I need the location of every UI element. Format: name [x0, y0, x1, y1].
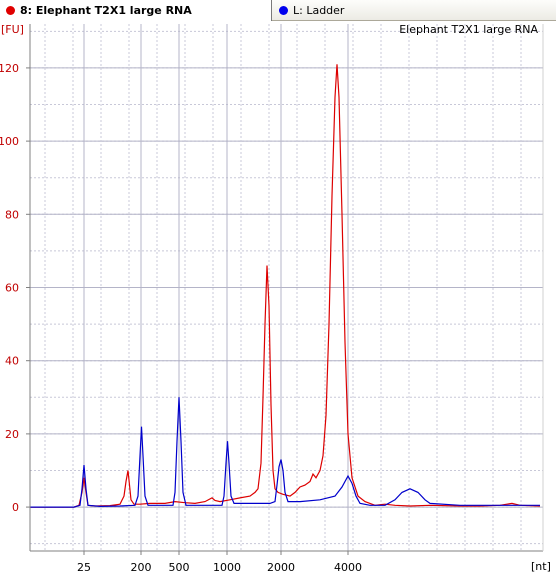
x-tick-label: 4000: [334, 561, 362, 574]
y-tick-label: 0: [12, 501, 19, 514]
x-tick-label: 25: [77, 561, 91, 574]
x-tick-label: 1000: [213, 561, 241, 574]
electropherogram-chart: 0 20 40 60 80 100 120 25 200 500 1000 2000 4000 Elep…: [0, 23, 551, 574]
tab-bar: 8: Elephant T2X1 large RNA L: Ladder: [0, 0, 556, 21]
x-tick-label: 2000: [267, 561, 295, 574]
sample-trace-line: [30, 64, 541, 508]
y-tick-label: 40: [5, 355, 19, 368]
ladder-color-dot-icon: [279, 6, 288, 15]
chart-title: Elephant T2X1 large RNA: [399, 23, 538, 36]
tab-elephant-sample[interactable]: 8: Elephant T2X1 large RNA: [0, 0, 272, 21]
y-tick-label: 80: [5, 208, 19, 221]
ladder-trace-line: [30, 397, 540, 508]
tab-label: 8: Elephant T2X1 large RNA: [20, 4, 192, 17]
y-tick-label: 100: [0, 135, 19, 148]
series-lines: [30, 64, 541, 508]
y-tick-label: 60: [5, 282, 19, 295]
x-tick-label: 500: [169, 561, 190, 574]
y-axis-label: [FU]: [1, 23, 24, 36]
x-axis-label: [nt]: [531, 560, 551, 573]
y-tick-label: 120: [0, 62, 19, 75]
y-tick-label: 20: [5, 428, 19, 441]
grid-lines: [30, 24, 543, 551]
tab-ladder[interactable]: L: Ladder: [273, 0, 556, 21]
x-tick-label: 200: [131, 561, 152, 574]
tab-label: L: Ladder: [293, 4, 345, 17]
axes: 0 20 40 60 80 100 120 25 200 500 1000 2000 4000: [0, 24, 544, 574]
sample-color-dot-icon: [6, 6, 15, 15]
